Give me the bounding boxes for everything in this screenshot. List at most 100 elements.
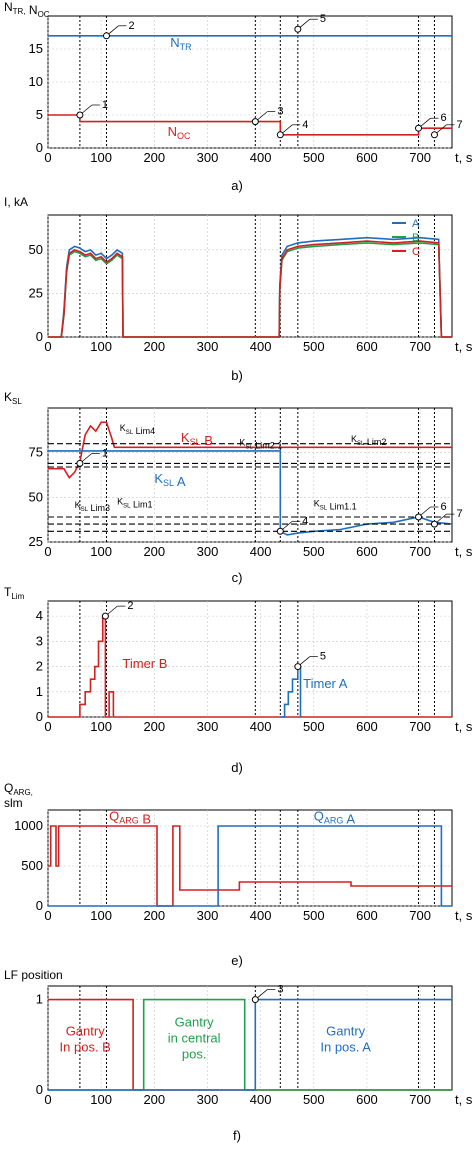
x-tick-label: 200 [143, 908, 165, 923]
series-annotation: Timer A [303, 676, 348, 691]
x-tick-label: 700 [409, 544, 431, 559]
legend-label: A [412, 218, 420, 230]
event-marker [251, 996, 259, 1004]
x-tick-label: 200 [143, 719, 165, 734]
panel-f: 0 100 200 300 400 500 600 700 t, s 0 1 LF position 3… [0, 968, 474, 1147]
series-annotation: Timer B [122, 656, 167, 671]
x-tick-label: 0 [44, 339, 51, 354]
marker-label: 2 [127, 600, 133, 612]
plot-frame [47, 809, 453, 907]
x-tick-label: 100 [90, 339, 112, 354]
series-line [48, 240, 452, 338]
x-tick-label: 0 [44, 150, 51, 165]
y-tick-label: 4 [36, 608, 43, 623]
x-tick-label: 500 [303, 544, 325, 559]
x-axis-label: t, s [455, 150, 473, 165]
legend-label: B [412, 232, 419, 244]
event-marker [251, 118, 259, 126]
x-tick-label: 700 [409, 339, 431, 354]
x-tick-label: 0 [44, 719, 51, 734]
x-tick-label: 200 [143, 1092, 165, 1107]
chart-b: 0 100 200 300 400 500 600 700 t, s 0 25 50 I, kA ABC [4, 195, 473, 354]
marker-label: 6 [441, 112, 447, 124]
marker-label: 3 [277, 106, 283, 118]
x-axis-label: t, s [455, 908, 473, 923]
series-annotation: pos. [182, 1047, 207, 1062]
y-tick-label: 75 [29, 445, 43, 460]
chart-c: 0 100 200 300 400 500 600 700 t, s 25 50 75 KSL 1 4 67 K… [4, 390, 473, 559]
event-marker [430, 131, 438, 139]
caption-d: d) [231, 760, 243, 775]
y-axis-label: KSL [4, 390, 22, 406]
series-annotation: KSL A [154, 471, 186, 489]
marker-label: 2 [128, 20, 134, 32]
chart-e: 0 100 200 300 400 500 600 700 t, s 0 500 1000 QARG,s… [4, 781, 473, 923]
x-tick-label: 300 [197, 908, 219, 923]
event-marker [102, 32, 110, 40]
series-annotation: KSL Lim2 [351, 434, 386, 447]
event-marker [276, 131, 284, 139]
x-tick-label: 200 [143, 544, 165, 559]
x-tick-label: 0 [44, 544, 51, 559]
series-annotation: in central [168, 1031, 221, 1046]
x-tick-label: 700 [409, 1092, 431, 1107]
x-tick-label: 200 [143, 339, 165, 354]
series-annotation: KSL Lim3 [75, 500, 110, 513]
y-tick-label: 25 [29, 285, 43, 300]
y-tick-label: 0 [36, 709, 43, 724]
y-tick-label: 1 [36, 684, 43, 699]
marker-label: 6 [441, 501, 447, 513]
x-tick-label: 400 [250, 719, 272, 734]
event-marker [76, 459, 84, 467]
x-tick-label: 700 [409, 719, 431, 734]
series-annotation: QARG B [109, 808, 151, 826]
marker-label: 1 [102, 447, 108, 459]
y-axis-label: LF position [4, 968, 63, 982]
plot-frame [47, 985, 453, 1091]
x-tick-label: 500 [303, 1092, 325, 1107]
y-tick-label: 500 [21, 858, 43, 873]
series-line [48, 421, 452, 479]
marker-label: 4 [302, 119, 308, 131]
caption-b: b) [231, 368, 243, 383]
series-annotation: KSL Lim1 [117, 496, 152, 509]
chart-d: 0 100 200 300 400 500 600 700 t, s 0 1 2 3 4 TLim 2 5 Tim… [4, 585, 473, 734]
x-axis-label: t, s [455, 339, 473, 354]
y-tick-label: 0 [36, 329, 43, 344]
y-axis-label: slm [4, 796, 23, 810]
x-tick-label: 500 [303, 908, 325, 923]
event-marker [76, 111, 84, 119]
series-annotation: KSL B [181, 430, 213, 448]
event-marker [415, 513, 423, 521]
y-tick-label: 0 [36, 898, 43, 913]
caption-a: a) [231, 178, 243, 193]
series-annotation: KSL Lim1.1 [314, 498, 357, 511]
x-tick-label: 500 [303, 719, 325, 734]
series-annotation: KSL Lim2.1 [239, 438, 282, 451]
x-tick-label: 500 [303, 150, 325, 165]
series-annotation: In pos. A [320, 1040, 371, 1055]
y-tick-label: 1 [36, 992, 43, 1007]
y-tick-label: 50 [29, 242, 43, 257]
x-tick-label: 400 [250, 150, 272, 165]
series-annotation: Gantry [326, 1024, 366, 1039]
x-tick-label: 600 [356, 908, 378, 923]
x-tick-label: 500 [303, 339, 325, 354]
x-tick-label: 200 [143, 150, 165, 165]
series-annotation: QARG A [314, 808, 356, 826]
x-axis-label: t, s [455, 544, 473, 559]
event-marker [294, 25, 302, 33]
y-tick-label: 10 [29, 74, 43, 89]
x-tick-label: 300 [197, 544, 219, 559]
panel-c: 0 100 200 300 400 500 600 700 t, s 25 50 75 KSL 1 4 6 7 K… [0, 390, 474, 585]
x-tick-label: 100 [90, 719, 112, 734]
y-tick-label: 50 [29, 489, 43, 504]
series-line [48, 825, 452, 907]
y-tick-label: 1000 [14, 818, 43, 833]
event-marker [276, 527, 284, 535]
x-tick-label: 700 [409, 908, 431, 923]
x-tick-label: 600 [356, 150, 378, 165]
x-tick-label: 100 [90, 1092, 112, 1107]
series-line [48, 998, 452, 1091]
